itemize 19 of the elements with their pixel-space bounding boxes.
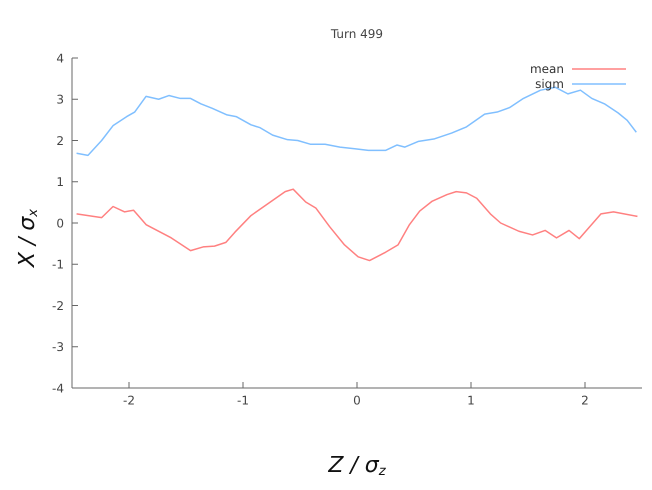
y-tick-label: 3: [56, 92, 64, 107]
legend-label: sigm: [535, 76, 564, 90]
x-tick-label: 1: [467, 394, 475, 408]
line-series: [76, 188, 638, 262]
y-tick-label: 1: [56, 175, 64, 190]
chart-title: Turn 499: [330, 27, 384, 41]
y-tick-label: -4: [52, 381, 64, 396]
y-tick-label: -1: [52, 258, 64, 272]
y-tick-label: 4: [56, 51, 64, 66]
x-tick-label: 0: [353, 394, 361, 408]
x-tick-label: -1: [237, 394, 249, 408]
legend-label: mean: [530, 62, 564, 76]
y-tick-label: 0: [56, 216, 64, 230]
y-tick-label: -2: [52, 298, 64, 313]
y-tick-label: 2: [56, 134, 64, 148]
x-tick-label: -2: [123, 394, 135, 408]
x-tick-label: 2: [581, 394, 589, 408]
y-tick-label: -3: [52, 340, 64, 354]
x-axis-title: Z / σ$_{z}$: [327, 453, 387, 480]
